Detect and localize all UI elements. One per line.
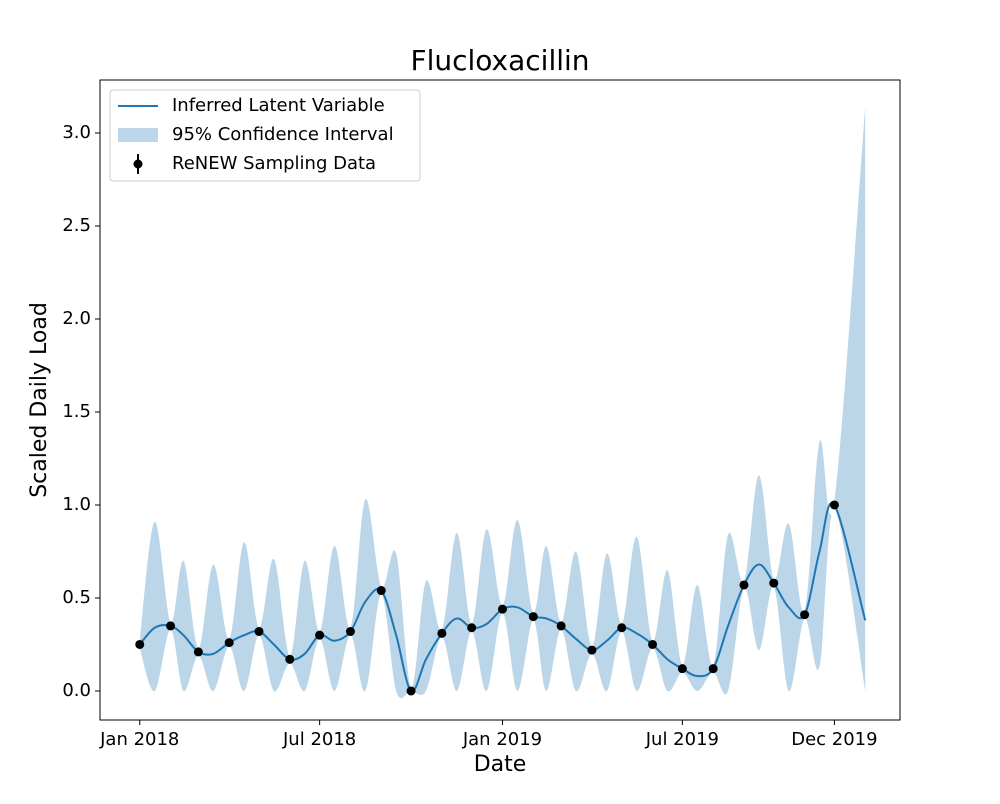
sample-point <box>467 623 477 633</box>
sample-point <box>617 623 627 633</box>
legend-box <box>109 89 421 182</box>
sample-point <box>708 664 718 674</box>
sample-point <box>345 626 355 636</box>
legend-band <box>118 128 158 142</box>
sample-point <box>285 654 295 664</box>
y-tick-label: 0.0 <box>62 680 91 701</box>
sample-point <box>193 647 203 657</box>
sample-point <box>406 686 416 696</box>
x-tick-label: Dec 2019 <box>791 729 877 750</box>
sample-point <box>677 664 687 674</box>
sample-point <box>739 580 749 590</box>
confidence-band <box>139 106 866 699</box>
y-tick-label: 2.5 <box>62 215 91 236</box>
legend: Inferred Latent Variable 95% Confidence I… <box>109 89 421 182</box>
sample-point <box>224 638 234 648</box>
sample-point <box>497 604 507 614</box>
sample-point <box>769 578 779 588</box>
sample-point <box>315 630 325 640</box>
y-tick-label: 1.0 <box>62 494 91 515</box>
legend-label: ReNEW Sampling Data <box>172 153 376 174</box>
sample-point <box>829 500 839 510</box>
y-tick-label: 3.0 <box>62 122 91 143</box>
y-tick-label: 2.0 <box>62 308 91 329</box>
x-tick-label: Jan 2018 <box>99 729 179 750</box>
sample-point <box>135 639 145 649</box>
sample-point <box>166 621 176 631</box>
x-tick-label: Jan 2019 <box>462 729 542 750</box>
x-axis-label: Date <box>474 752 527 777</box>
sample-point <box>648 639 658 649</box>
sample-point <box>254 626 264 636</box>
sample-point <box>800 610 810 620</box>
legend-point <box>133 159 143 169</box>
sample-point <box>376 586 386 596</box>
legend-label: 95% Confidence Interval <box>172 124 394 145</box>
plot-area <box>135 106 867 699</box>
y-axis-label: Scaled Daily Load <box>27 302 52 498</box>
sample-point <box>587 645 597 655</box>
legend-label: Inferred Latent Variable <box>172 95 385 116</box>
sample-point <box>556 621 566 631</box>
sample-point <box>528 612 538 622</box>
axes-frame <box>99 79 901 721</box>
y-tick-label: 0.5 <box>62 587 91 608</box>
chart-title: Flucloxacillin <box>410 44 589 77</box>
x-tick-label: Jul 2019 <box>645 729 719 750</box>
sample-point <box>437 628 447 638</box>
y-tick-label: 1.5 <box>62 401 91 422</box>
x-tick-label: Jul 2018 <box>282 729 356 750</box>
